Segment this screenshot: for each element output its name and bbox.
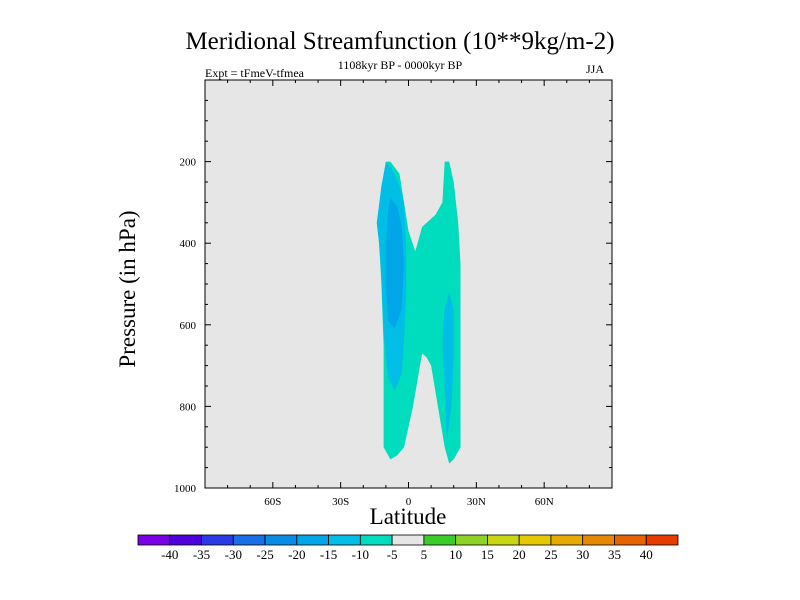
chart-subtitle: 1108kyr BP - 0000kyr BP	[337, 58, 463, 72]
colorbar-label-8: 5	[421, 547, 428, 562]
colorbar-label-13: 30	[576, 547, 589, 562]
colorbar-box-15	[614, 534, 647, 546]
colorbar-label-10: 15	[481, 547, 494, 562]
colorbar-label-3: -25	[256, 547, 273, 562]
colorbar-label-14: 35	[608, 547, 621, 562]
x-axis-label: Latitude	[369, 504, 447, 529]
colorbar-box-13	[550, 534, 584, 546]
y-tick-label-0: 200	[180, 157, 197, 169]
colorbar-box-6	[328, 534, 361, 546]
colorbar-box-16	[645, 534, 679, 546]
x-tick-label-1: 30S	[332, 496, 349, 508]
contour-region-3	[442, 292, 454, 439]
colorbar-label-0: -40	[161, 547, 178, 562]
colorbar-box-2	[201, 534, 234, 546]
colorbar-box-4	[264, 534, 298, 546]
chart-title: Meridional Streamfunction (10**9kg/m-2)	[185, 28, 615, 55]
experiment-label: Expt = tFmeV-tfmea	[205, 66, 304, 80]
colorbar-box-8	[391, 534, 425, 546]
season-label: JJA	[586, 62, 605, 76]
colorbar-box-3	[232, 534, 266, 546]
colorbar-label-9: 10	[449, 547, 462, 562]
colorbar-box-1	[169, 534, 202, 546]
colorbar-label-11: 20	[513, 547, 526, 562]
x-tick-label-2: 0	[406, 496, 412, 508]
colorbar-box-7	[359, 534, 393, 546]
colorbar-box-11	[487, 534, 520, 546]
colorbar-box-10	[455, 534, 488, 546]
colorbar-box-14	[582, 534, 615, 546]
colorbar-label-15: 40	[640, 547, 653, 562]
colorbar-box-0	[137, 534, 171, 546]
colorbar-box-9	[423, 534, 457, 546]
colorbar-label-2: -30	[225, 547, 242, 562]
y-tick-label-3: 800	[180, 401, 197, 413]
x-tick-label-0: 60S	[264, 496, 281, 508]
y-tick-label-1: 400	[180, 238, 197, 250]
colorbar-box-12	[518, 534, 552, 546]
x-tick-label-4: 60N	[535, 496, 554, 508]
contour-region-2	[385, 198, 404, 329]
colorbar-label-4: -20	[288, 547, 305, 562]
x-tick-label-3: 30N	[467, 496, 486, 508]
y-tick-label-2: 600	[180, 320, 197, 332]
colorbar-label-6: -10	[352, 547, 369, 562]
colorbar-box-5	[296, 534, 329, 546]
colorbar-label-1: -35	[193, 547, 210, 562]
colorbar-label-7: -5	[387, 547, 398, 562]
colorbar-label-12: 25	[544, 547, 557, 562]
colorbar-label-5: -15	[320, 547, 337, 562]
y-tick-label-4: 1000	[174, 483, 197, 495]
